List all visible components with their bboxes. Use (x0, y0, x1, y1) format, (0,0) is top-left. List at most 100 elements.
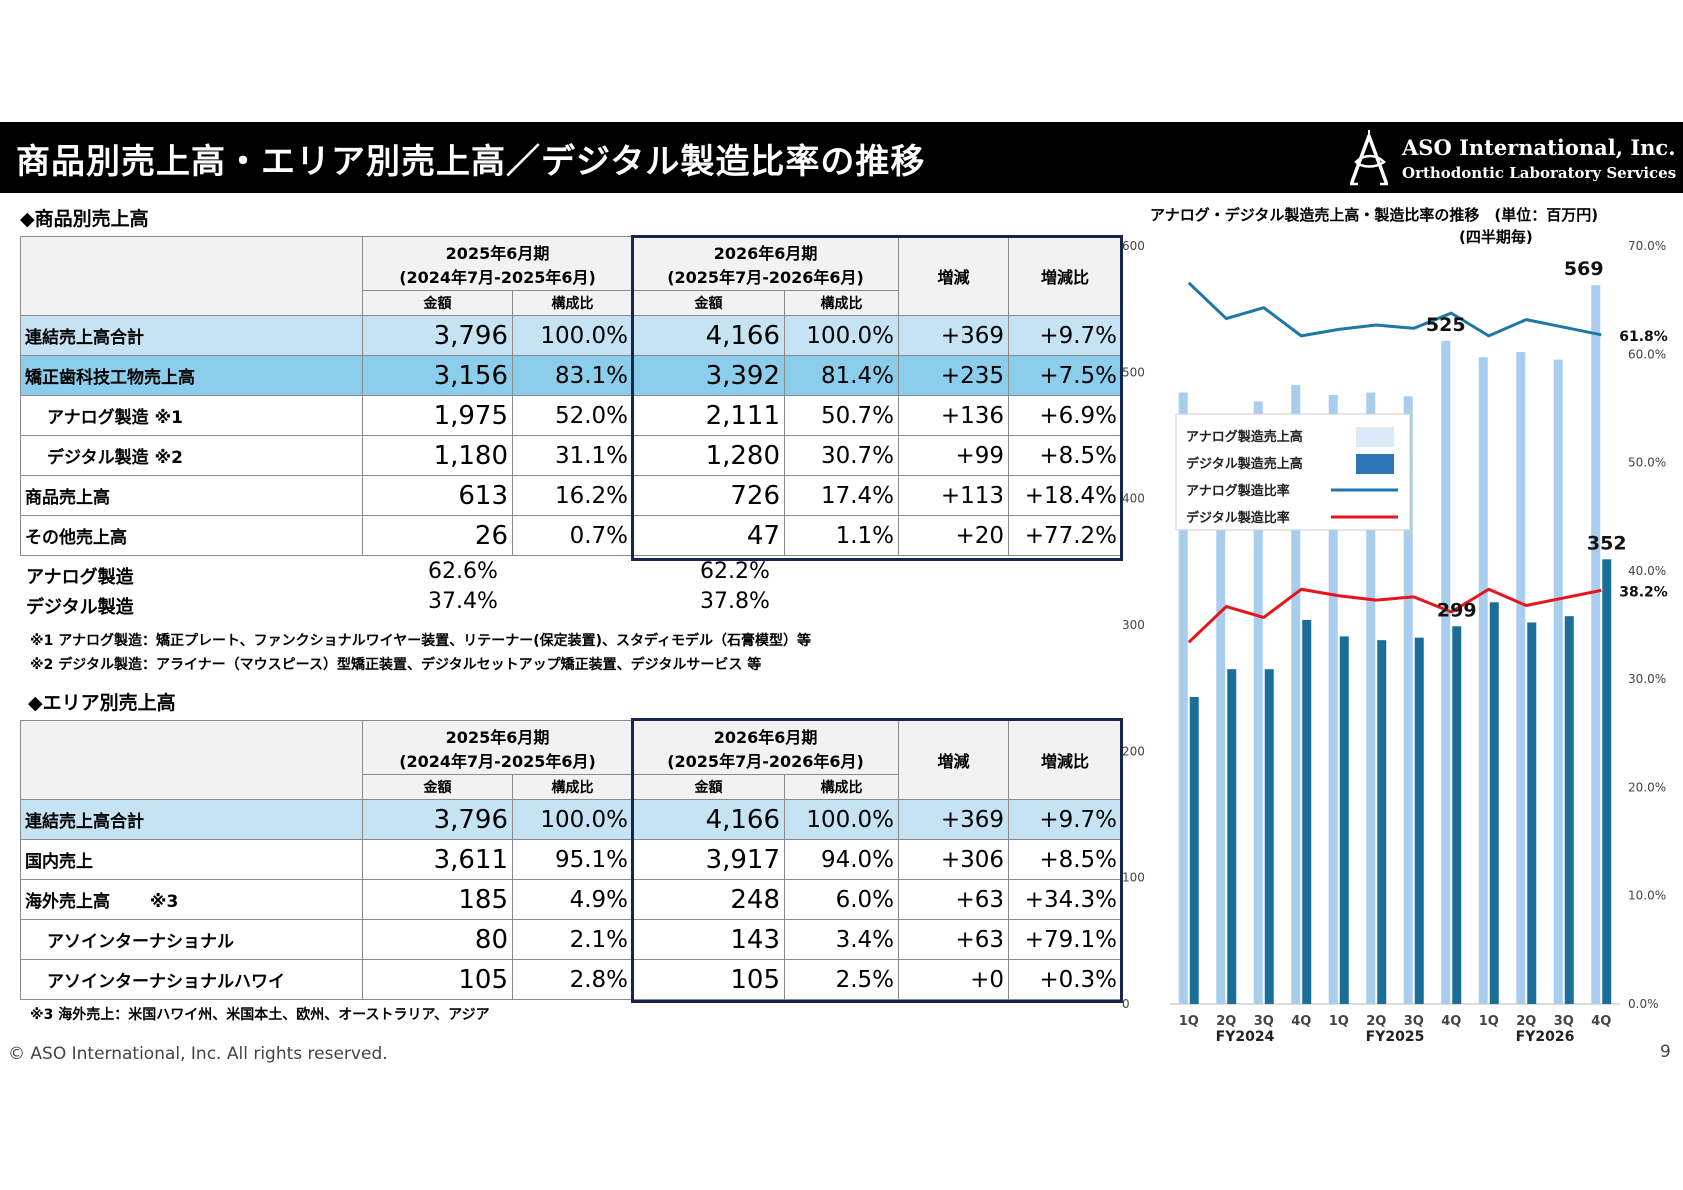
y-left-tick-label: 400 (1122, 492, 1145, 506)
row-label: 国内売上 (20, 839, 363, 880)
header-blank (20, 720, 363, 800)
amount-2025: 613 (362, 475, 513, 516)
ratio-label: 38.2% (1619, 584, 1668, 600)
header-amount: 金額 (632, 290, 786, 316)
page-number: 9 (1660, 1042, 1671, 1062)
data-label: 299 (1437, 599, 1477, 621)
ratio-2026: 17.4% (784, 475, 900, 516)
legend-label: アナログ製造売上高 (1186, 429, 1303, 445)
header-ratio: 構成比 (511, 774, 634, 800)
amount-2025: 3,796 (362, 799, 513, 840)
analog-bar (1553, 359, 1563, 1004)
amount-2026: 105 (632, 959, 786, 1000)
data-label: 352 (1587, 532, 1627, 554)
y-left-tick-label: 100 (1122, 871, 1145, 885)
analog-bar (1178, 392, 1188, 1005)
digital-bar (1227, 669, 1237, 1004)
ratio-2026: 3.4% (784, 919, 900, 960)
amount-2026: 3,392 (632, 355, 786, 396)
x-tick-label: 4Q (1291, 1014, 1311, 1029)
amount-2025: 185 (362, 879, 513, 920)
y-right-tick-label: 70.0% (1628, 239, 1666, 253)
amount-2025: 1,975 (362, 395, 513, 436)
ratio-2025: 2.1% (511, 919, 634, 960)
header-fy2025: 2025年6月期 (2024年7月-2025年6月) (361, 236, 634, 291)
digital-mix-2025: 37.4% (428, 589, 498, 614)
change: +63 (898, 879, 1010, 920)
x-tick-label: 3Q (1254, 1014, 1274, 1029)
x-tick-label: 4Q (1441, 1014, 1461, 1029)
ratio-2026: 81.4% (784, 355, 900, 396)
header-fy2026: 2026年6月期 (2025年7月-2026年6月) (632, 720, 900, 775)
digital-bar (1264, 669, 1274, 1004)
y-left-tick-label: 500 (1122, 365, 1145, 379)
y-right-tick-label: 10.0% (1628, 889, 1666, 903)
amount-2025: 3,796 (362, 315, 513, 356)
row-label: 矯正歯科技工物売上高 (20, 355, 363, 396)
amount-2025: 80 (362, 919, 513, 960)
ratio-2025: 95.1% (511, 839, 634, 880)
title-bar: 商品別売上高・エリア別売上高／デジタル製造比率の推移 ASO Internati… (0, 122, 1683, 193)
digital-bar (1302, 619, 1312, 1004)
digital-bar (1527, 622, 1537, 1004)
x-tick-label: 1Q (1179, 1014, 1199, 1029)
header-change: 増減 (898, 236, 1010, 316)
table-row: その他売上高 26 0.7% 47 1.1% +20 +77.2% (20, 515, 1123, 556)
x-tick-label: 3Q (1554, 1014, 1574, 1029)
copyright: © ASO International, Inc. All rights res… (8, 1044, 388, 1064)
change: +235 (898, 355, 1010, 396)
table-row: 連結売上高合計 3,796 100.0% 4,166 100.0% +369 +… (20, 315, 1123, 356)
row-label: 商品売上高 (20, 475, 363, 516)
ratio-2025: 52.0% (511, 395, 634, 436)
change: +63 (898, 919, 1010, 960)
ratio-2025: 83.1% (511, 355, 634, 396)
analog-mix-label: アナログ製造 (26, 567, 134, 588)
digital-mix-label: デジタル製造 (26, 597, 134, 618)
analog-ratio-line (1187, 281, 1602, 338)
ratio-2026: 94.0% (784, 839, 900, 880)
change-ratio: +8.5% (1008, 435, 1123, 476)
ratio-2026: 30.7% (784, 435, 900, 476)
ratio-label: 61.8% (1619, 329, 1668, 345)
table-row: アソインターナショナルハワイ 105 2.8% 105 2.5% +0 +0.3… (20, 959, 1123, 1000)
amount-2026: 3,917 (632, 839, 786, 880)
table-row: 矯正歯科技工物売上高 3,156 83.1% 3,392 81.4% +235 … (20, 355, 1123, 396)
footnote-2: ※2 デジタル製造：アライナー（マウスピース）型矯正装置、デジタルセットアップ矯… (30, 657, 762, 673)
area-section-heading: ◆エリア別売上高 (28, 692, 176, 714)
ratio-2025: 4.9% (511, 879, 634, 920)
analog-bar (1516, 352, 1526, 1004)
y-right-tick-label: 20.0% (1628, 780, 1666, 794)
amount-2025: 3,156 (362, 355, 513, 396)
x-tick-label: 1Q (1329, 1014, 1349, 1029)
digital-bar (1452, 626, 1462, 1004)
change-ratio: +77.2% (1008, 515, 1123, 556)
change: +306 (898, 839, 1010, 880)
ratio-2025: 16.2% (511, 475, 634, 516)
ratio-2025: 100.0% (511, 315, 634, 356)
change-ratio: +34.3% (1008, 879, 1123, 920)
logo-name: ASO International, Inc. (1402, 135, 1676, 160)
ratio-2025: 0.7% (511, 515, 634, 556)
change: +369 (898, 799, 1010, 840)
logo-subtitle: Orthodontic Laboratory Services (1402, 164, 1677, 182)
x-tick-label: 4Q (1591, 1014, 1611, 1029)
ratio-2025: 2.8% (511, 959, 634, 1000)
change: +113 (898, 475, 1010, 516)
table-row: アソインターナショナル 80 2.1% 143 3.4% +63 +79.1% (20, 919, 1123, 960)
header-amount: 金額 (362, 290, 513, 316)
digital-bar (1602, 559, 1612, 1004)
change-ratio: +0.3% (1008, 959, 1123, 1000)
aso-logo-icon (1350, 130, 1388, 186)
digital-ratio-line (1187, 587, 1602, 644)
change-ratio: +9.7% (1008, 315, 1123, 356)
row-label: 連結売上高合計 (20, 799, 363, 840)
ratio-2026: 50.7% (784, 395, 900, 436)
amount-2026: 143 (632, 919, 786, 960)
y-right-tick-label: 60.0% (1628, 347, 1666, 361)
row-label: アナログ製造 ※1 (20, 395, 363, 436)
table-row: 海外売上高 ※3 185 4.9% 248 6.0% +63 +34.3% (20, 879, 1123, 920)
header-amount: 金額 (632, 774, 786, 800)
digital-bar (1189, 697, 1199, 1004)
ratio-2026: 100.0% (784, 315, 900, 356)
analog-bar (1328, 395, 1338, 1004)
